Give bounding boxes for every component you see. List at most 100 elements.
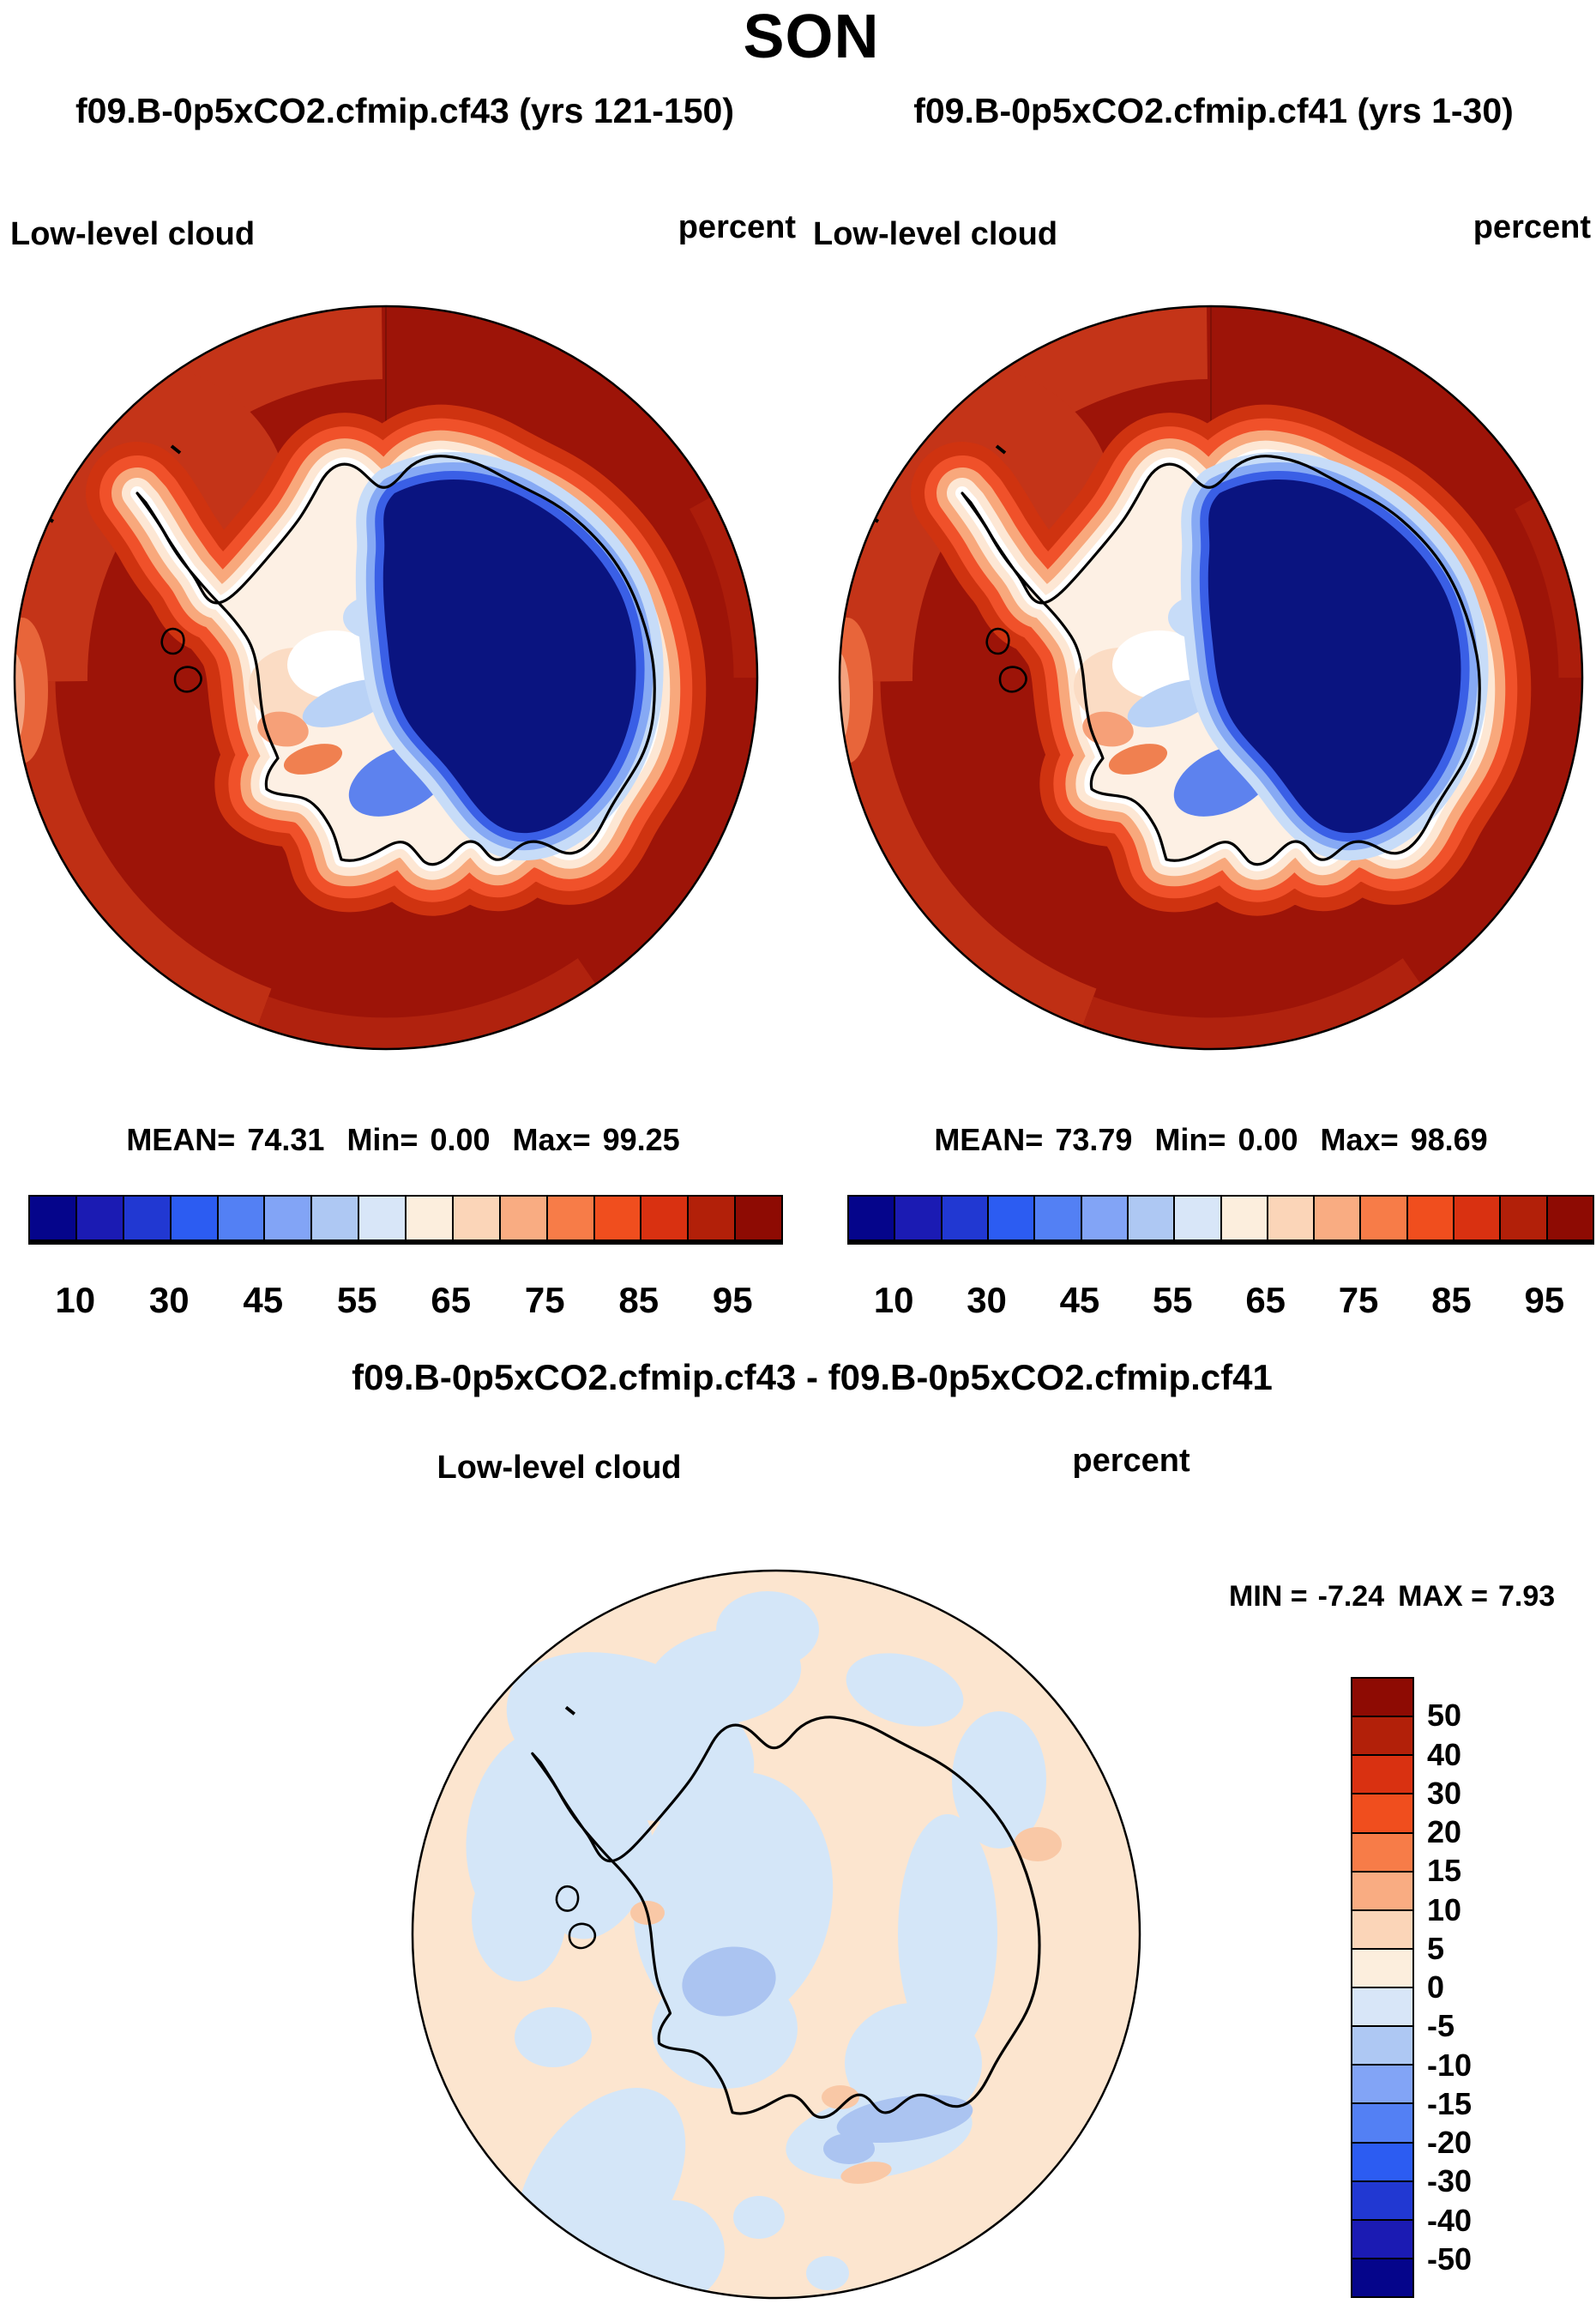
colorbar-tick-label: 55 [1152, 1280, 1193, 1320]
colorbar-segment [547, 1197, 595, 1239]
colorbar-tick-label: 75 [1338, 1280, 1379, 1320]
colorbar-segment [1454, 1197, 1502, 1239]
colorbar-segment [218, 1197, 266, 1239]
colorbar-tick-label: -50 [1427, 2241, 1473, 2277]
colorbar-tick-label: 95 [712, 1280, 753, 1320]
colorbar-segment [1352, 2143, 1412, 2182]
colorbar-segment [1268, 1197, 1316, 1239]
difference-title: f09.B-0p5xCO2.cfmip.cf43 - f09.B-0p5xCO2… [352, 1357, 1273, 1397]
colorbar-segment [1081, 1197, 1129, 1239]
max-label: Max= [512, 1122, 591, 1157]
colorbar-segment [895, 1197, 943, 1239]
max-label: Max= [1320, 1122, 1399, 1157]
colorbar-segment [1352, 1910, 1412, 1950]
colorbar-segment [736, 1197, 781, 1239]
colorbar-segment [1352, 2181, 1412, 2221]
colorbar-segment [1407, 1197, 1455, 1239]
colorbar-tick-label: -15 [1427, 2085, 1473, 2121]
colorbar-segment [641, 1197, 690, 1239]
colorbar-segment [1221, 1197, 1268, 1239]
colorbar-segment [312, 1197, 360, 1239]
colorbar-segment [942, 1197, 989, 1239]
colorbar-segment [1352, 1717, 1412, 1757]
colorbar-tick-label: 45 [1059, 1280, 1100, 1320]
colorbar-tick-label: -40 [1427, 2202, 1473, 2238]
colorbar-tick-label: 30 [967, 1280, 1007, 1320]
colorbar-right-ticks: 10 30 45 55 65 75 85 95 [847, 1280, 1591, 1324]
colorbar-tick-label: -30 [1427, 2163, 1473, 2199]
colorbar-tick-label: 45 [243, 1280, 284, 1320]
colorbar-segment [988, 1197, 1036, 1239]
colorbar-tick-label: -10 [1427, 2047, 1473, 2083]
colorbar-tick-label: 40 [1427, 1736, 1462, 1772]
colorbar-tick-label: 30 [1427, 1775, 1462, 1811]
colorbar-tick-label: 95 [1524, 1280, 1565, 1320]
colorbar-tick-label: -5 [1427, 2008, 1455, 2044]
colorbar-segment [76, 1197, 124, 1239]
panel-left-field-label: Low-level cloud [10, 216, 256, 252]
colorbar-segment [359, 1197, 407, 1239]
colorbar-segment [1352, 1756, 1412, 1795]
diff-max-value: 7.93 [1497, 1580, 1556, 1613]
colorbar-segment [1352, 2259, 1412, 2296]
colorbar-segment [1361, 1197, 1408, 1239]
colorbar-segment [1315, 1197, 1362, 1239]
max-value: 99.25 [602, 1122, 680, 1157]
colorbar-tick-label: 5 [1427, 1930, 1445, 1966]
panel-left-subtitle: f09.B-0p5xCO2.cfmip.cf43 (yrs 121-150) [75, 91, 734, 130]
colorbar-segment [123, 1197, 172, 1239]
colorbar-tick-label: 20 [1427, 1814, 1462, 1849]
difference-field-label: Low-level cloud [437, 1450, 682, 1486]
colorbar-right [847, 1195, 1594, 1245]
diff-min-label: MIN = [1229, 1580, 1308, 1613]
colorbar-segment [265, 1197, 313, 1239]
min-value: 0.00 [1238, 1122, 1298, 1157]
diff-min-value: -7.24 [1317, 1580, 1385, 1613]
colorbar-segment [1352, 2027, 1412, 2066]
colorbar-segment [594, 1197, 642, 1239]
map-cf43-polar-plot [13, 305, 759, 1051]
mean-value: 73.79 [1055, 1122, 1133, 1157]
map-difference-polar-plot [411, 1569, 1141, 2300]
panel-right-stats: MEAN= 73.79 Min= 0.00 Max= 98.69 [934, 1122, 1487, 1158]
colorbar-tick-label: 10 [55, 1280, 96, 1320]
colorbar-tick-label: 10 [1427, 1891, 1462, 1927]
colorbar-tick-label: 30 [148, 1280, 190, 1320]
mean-label: MEAN= [934, 1122, 1044, 1157]
colorbar-tick-label: 15 [1427, 1853, 1462, 1889]
panel-left-stats: MEAN= 74.31 Min= 0.00 Max= 99.25 [126, 1122, 679, 1158]
colorbar-tick-label: -20 [1427, 2125, 1473, 2160]
colorbar-segment [1352, 1988, 1412, 2028]
colorbar-segment [453, 1197, 501, 1239]
min-label: Min= [346, 1122, 419, 1157]
colorbar-segment [849, 1197, 896, 1239]
colorbar-tick-label: 65 [1245, 1280, 1286, 1320]
colorbar-tick-label: 55 [336, 1280, 377, 1320]
colorbar-segment [1128, 1197, 1176, 1239]
colorbar-segment [1352, 2220, 1412, 2259]
colorbar-segment [1035, 1197, 1082, 1239]
colorbar-segment [500, 1197, 548, 1239]
colorbar-tick-label: 85 [618, 1280, 659, 1320]
difference-units-label: percent [1072, 1443, 1190, 1479]
map-cf41-polar-plot [838, 305, 1584, 1051]
colorbar-tick-label: 50 [1427, 1698, 1462, 1734]
colorbar-segment [1352, 2104, 1412, 2144]
panel-left-units-label: percent [678, 209, 796, 245]
colorbar-segment [1352, 1949, 1412, 1988]
colorbar-tick-label: 65 [431, 1280, 472, 1320]
max-value: 98.69 [1410, 1122, 1488, 1157]
mean-label: MEAN= [126, 1122, 236, 1157]
panel-right-field-label: Low-level cloud [813, 216, 1058, 252]
min-label: Min= [1154, 1122, 1226, 1157]
min-value: 0.00 [430, 1122, 491, 1157]
colorbar-segment [1352, 1872, 1412, 1911]
colorbar-segment [1352, 2066, 1412, 2105]
colorbar-left-ticks: 10 30 45 55 65 75 85 95 [28, 1280, 780, 1324]
colorbar-segment [1501, 1197, 1548, 1239]
colorbar-segment [1352, 1833, 1412, 1873]
colorbar-tick-label: 0 [1427, 1969, 1445, 2005]
colorbar-tick-label: 75 [524, 1280, 565, 1320]
colorbar-segment [407, 1197, 454, 1239]
